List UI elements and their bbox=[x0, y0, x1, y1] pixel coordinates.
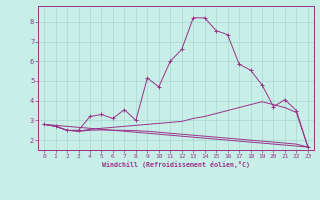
X-axis label: Windchill (Refroidissement éolien,°C): Windchill (Refroidissement éolien,°C) bbox=[102, 161, 250, 168]
